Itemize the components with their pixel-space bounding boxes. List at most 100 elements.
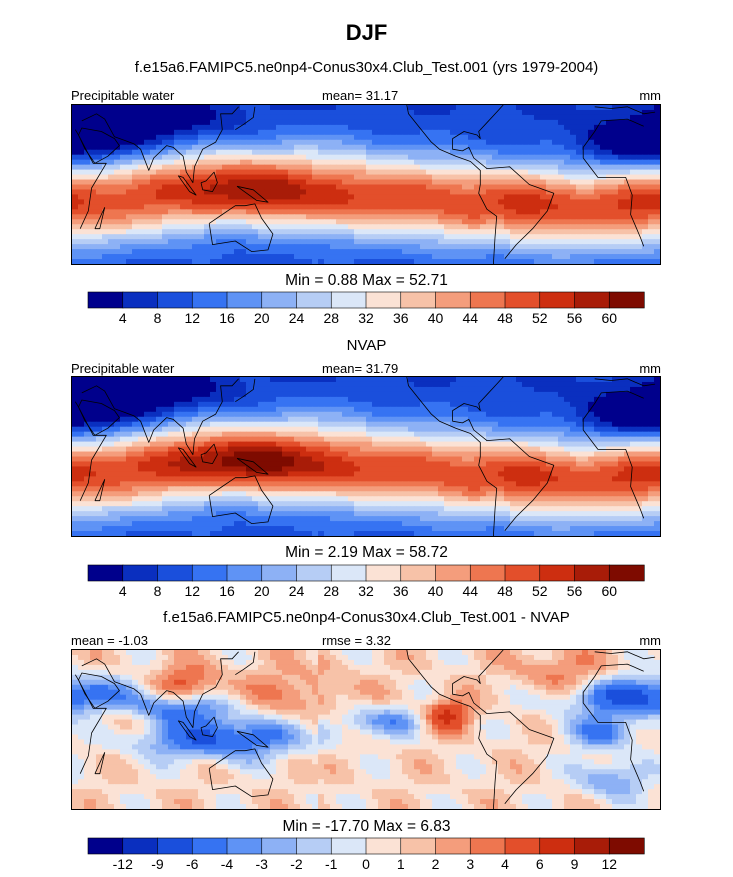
panel2-field-cell (270, 461, 277, 467)
panel1-field-cell (552, 229, 559, 235)
panel1-field-cell (90, 109, 97, 116)
panel1-field-cell (264, 134, 271, 141)
panel1-field-cell (456, 159, 463, 166)
panel1-field-cell (468, 124, 475, 131)
panel1-field-cell (96, 109, 103, 116)
panel1-field-cell (600, 204, 607, 210)
panel2-field-cell (294, 426, 301, 433)
panel1-field-cell (468, 179, 475, 185)
panel1-field-cell (354, 105, 361, 111)
panel1-field-cell (588, 229, 595, 235)
panel2-field-cell (342, 426, 349, 433)
panel2-field-cell (510, 456, 517, 462)
panel1-field-cell (228, 144, 235, 151)
panel2-field-cell (282, 411, 289, 418)
panel1-field-cell (90, 234, 97, 240)
panel1-field-cell (264, 219, 271, 225)
panel2-field-cell (576, 461, 583, 467)
panel1-field-cell (252, 144, 259, 151)
panel1-field-cell (234, 174, 241, 181)
panel1-field-cell (516, 109, 523, 116)
panel2-field-cell (594, 416, 601, 423)
panel2-field-cell (384, 406, 391, 413)
panel1-field-cell (132, 174, 139, 181)
panel1-field-cell (462, 184, 469, 190)
panel1-field-cell (330, 244, 337, 250)
panel1-field-cell (144, 119, 151, 126)
panel1-field-cell (480, 154, 487, 161)
panel1-field-cell (294, 204, 301, 210)
panel1-field-cell (366, 109, 373, 116)
panel2-field-cell (582, 386, 589, 393)
panel2-field-cell (414, 441, 421, 448)
panel1-field-cell (150, 119, 157, 126)
panel1-field-cell (564, 219, 571, 225)
panel1-field-cell (492, 249, 499, 255)
panel2-field-cell (246, 377, 253, 383)
panel1-field-cell (270, 119, 277, 126)
panel1-field-cell (504, 124, 511, 131)
panel1-field-cell (408, 119, 415, 126)
panel1-field-cell (642, 199, 649, 205)
panel1-field-cell (234, 159, 241, 166)
panel1-field-cell (606, 119, 613, 126)
panel2-field-cell (318, 461, 325, 467)
panel1-field-cell (468, 229, 475, 235)
panel2-field-cell (540, 451, 547, 457)
panel1-field-cell (216, 144, 223, 151)
panel1-field-cell (174, 199, 181, 205)
panel1-field-cell (384, 159, 391, 166)
panel1-field-cell (186, 144, 193, 151)
panel1-field-cell (306, 209, 313, 215)
panel2-field-cell (174, 416, 181, 423)
panel1-field-cell (96, 194, 103, 200)
panel2-field-cell (270, 391, 277, 398)
panel2-field-cell (432, 421, 439, 428)
panel1-field-cell (294, 224, 301, 230)
panel2-field-cell (102, 411, 109, 418)
panel1-field-cell (270, 184, 277, 190)
panel2-field-cell (390, 441, 397, 448)
panel2-field-cell (564, 386, 571, 393)
panel2-field-cell (654, 386, 660, 393)
panel2-field-cell (414, 461, 421, 467)
panel1-field-cell (258, 229, 265, 235)
panel1-field-cell (594, 189, 601, 195)
panel1-field-cell (492, 254, 499, 260)
panel1-field-cell (468, 144, 475, 151)
panel2-field-cell (420, 451, 427, 457)
panel2-field-cell (540, 436, 547, 443)
panel1-field-cell (528, 164, 535, 171)
panel1-field-cell (498, 119, 505, 126)
panel1-field-cell (576, 194, 583, 200)
panel1-field-cell (372, 144, 379, 151)
panel1-field-cell (468, 119, 475, 126)
panel1-field-cell (240, 189, 247, 195)
panel1-field-cell (432, 234, 439, 240)
panel1-field-cell (396, 119, 403, 126)
panel1-field-cell (324, 224, 331, 230)
panel1-field-cell (648, 124, 655, 131)
panel1-field-cell (360, 154, 367, 161)
panel1-field-cell (162, 234, 169, 240)
panel2-field-cell (624, 426, 631, 433)
panel1-field-cell (408, 204, 415, 210)
panel2-field-cell (348, 456, 355, 462)
panel2-field-cell (264, 451, 271, 457)
panel2-field-cell (150, 466, 157, 472)
panel2-field-cell (414, 411, 421, 418)
panel1-field-cell (90, 105, 97, 111)
panel1-field-cell (180, 199, 187, 205)
panel1-field-cell (498, 129, 505, 136)
panel1-field-cell (336, 194, 343, 200)
panel1-field-cell (252, 234, 259, 240)
panel1-field-cell (408, 129, 415, 136)
panel2-field-cell (546, 461, 553, 467)
panel1-field-cell (438, 139, 445, 146)
panel1-field-cell (204, 109, 211, 116)
panel2-field-cell (252, 446, 259, 453)
panel2-field-cell (336, 426, 343, 433)
panel1-field-cell (396, 224, 403, 230)
panel1-field-cell (114, 259, 121, 264)
panel1-field-cell (360, 249, 367, 255)
